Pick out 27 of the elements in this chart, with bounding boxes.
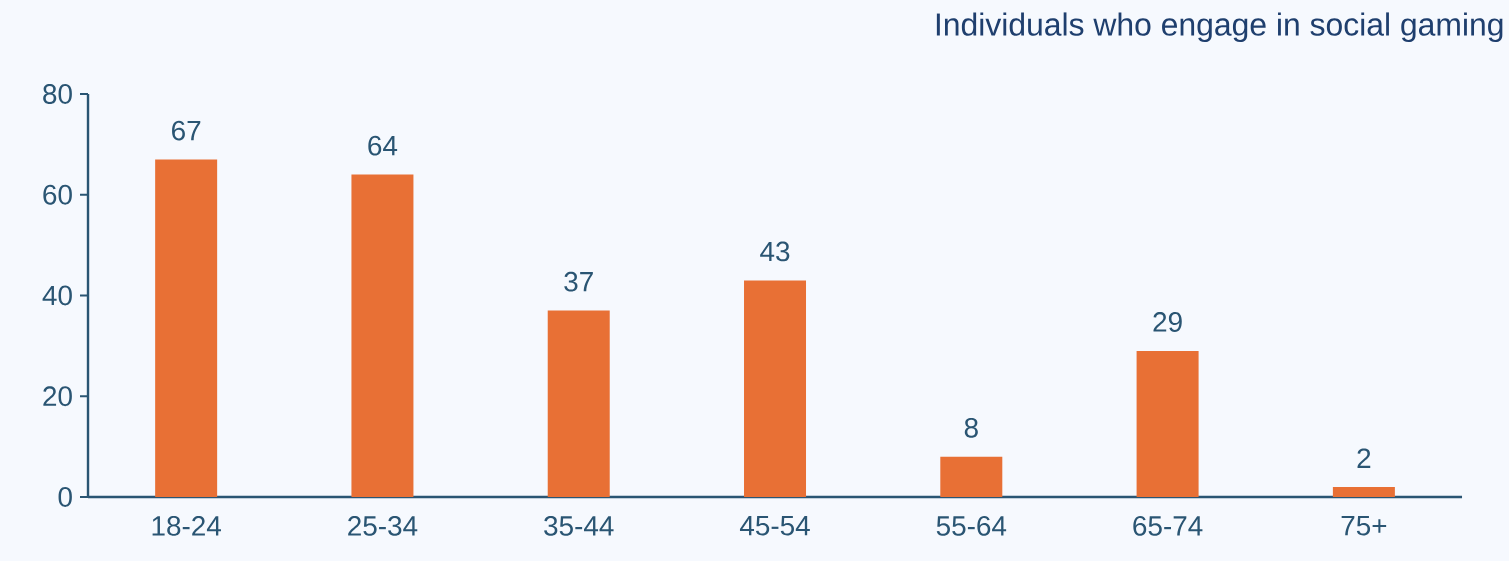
bar [547,310,610,497]
data-label: 67 [172,120,201,141]
y-tick-label: 60 [43,184,72,205]
x-tick-label: 25-34 [348,516,418,536]
x-tick-label: 75+ [1341,516,1387,536]
x-tick-label: 35-44 [544,516,614,536]
bar [1136,350,1199,497]
y-tick-label: 80 [43,84,72,104]
y-tick-label: 0 [58,487,72,507]
bar [155,159,218,497]
data-label: 8 [964,417,978,438]
x-tick-label: 45-54 [739,516,810,536]
chart-title: Individuals who engage in social gaming [936,12,1503,43]
y-tick-label: 40 [42,285,72,306]
data-label: 43 [760,241,790,262]
data-label: 2 [1357,448,1371,468]
bar [940,456,1003,497]
x-tick-label: 65-74 [1133,516,1203,536]
data-label: 64 [368,135,398,156]
bar [744,280,807,497]
x-tick-label: 55-64 [936,516,1007,536]
y-tick-label: 20 [43,386,72,407]
x-tick-label: 18-24 [152,516,221,536]
data-label: 29 [1153,312,1182,332]
bar [351,174,414,497]
bar [1332,486,1395,497]
data-label: 37 [564,271,593,292]
